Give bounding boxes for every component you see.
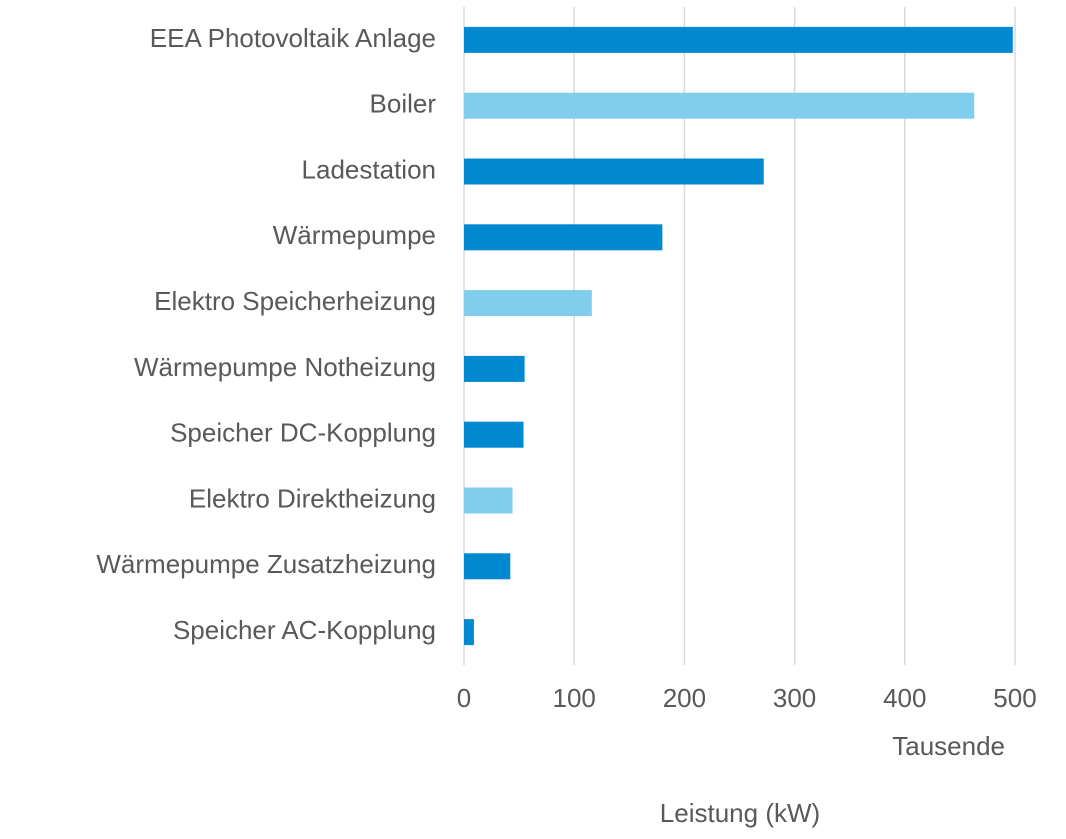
x-tick-label: 0 — [457, 683, 471, 713]
y-tick-label: Speicher AC-Kopplung — [173, 615, 436, 645]
x-axis-title: Leistung (kW) — [660, 798, 820, 828]
bar — [464, 487, 513, 514]
x-tick-label: 400 — [883, 683, 926, 713]
x-tick-label: 300 — [773, 683, 816, 713]
x-tick-label: 500 — [993, 683, 1036, 713]
bar — [464, 224, 663, 251]
bar — [464, 158, 764, 185]
y-tick-label: Wärmepumpe Notheizung — [134, 352, 436, 382]
y-tick-label: Speicher DC-Kopplung — [170, 418, 436, 448]
y-tick-label: Wärmepumpe Zusatzheizung — [96, 549, 436, 579]
bar — [464, 92, 975, 119]
x-tick-label: 200 — [663, 683, 706, 713]
display-unit: Tausende — [892, 731, 1005, 761]
y-tick-label: EEA Photovoltaik Anlage — [150, 23, 436, 53]
bar — [464, 355, 525, 382]
y-tick-label: Ladestation — [302, 154, 436, 184]
y-tick-label: Elektro Speicherheizung — [154, 286, 436, 316]
bar — [464, 26, 1013, 53]
bar — [464, 553, 511, 580]
bar — [464, 619, 474, 646]
y-tick-label: Boiler — [370, 89, 437, 119]
bar — [464, 421, 524, 448]
y-tick-label: Wärmepumpe — [273, 220, 436, 250]
x-tick-label: 100 — [553, 683, 596, 713]
bar — [464, 290, 592, 317]
y-tick-label: Elektro Direktheizung — [189, 483, 436, 513]
